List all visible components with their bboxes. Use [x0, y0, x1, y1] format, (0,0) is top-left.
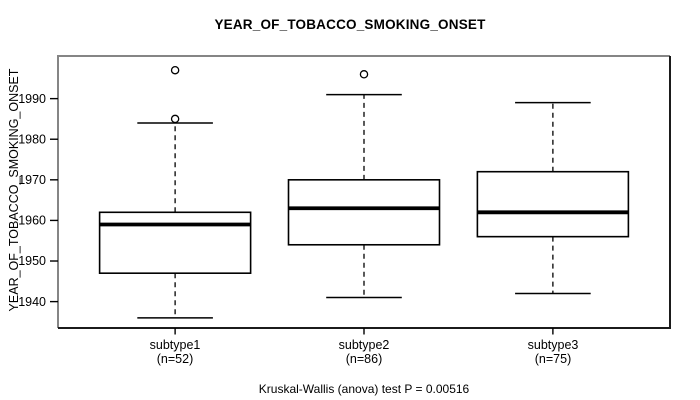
y-tick-label: 1970	[18, 173, 46, 187]
y-tick-label: 1950	[18, 254, 46, 268]
stat-test-caption: Kruskal-Wallis (anova) test P = 0.00516	[258, 382, 470, 396]
y-tick-label: 1960	[18, 214, 46, 228]
iqr-box-subtype3	[476, 170, 630, 238]
plot-frame-bottom-right	[58, 56, 671, 329]
iqr-box-subtype2	[287, 179, 441, 246]
group-label: subtype3	[527, 338, 579, 352]
outlier-point	[359, 70, 369, 79]
y-axis-label: YEAR_OF_TOBACCO_SMOKING_ONSET	[7, 68, 21, 312]
y-tick-label: 1980	[18, 132, 46, 146]
group-n-label: (n=86)	[345, 351, 383, 366]
group-label: subtype2	[338, 338, 390, 352]
x-label-subtype1: subtype1 (n=52)	[110, 338, 240, 366]
outlier-point	[170, 114, 180, 124]
outlier-point	[170, 65, 180, 75]
plot-frame-top-left	[57, 55, 670, 328]
chart-title: YEAR_OF_TOBACCO_SMOKING_ONSET	[214, 17, 486, 32]
group-n-label: (n=52)	[156, 351, 194, 366]
group-n-label: (n=75)	[534, 351, 572, 366]
y-tick-label: 1940	[18, 295, 46, 309]
x-label-subtype3: subtype3 (n=75)	[488, 338, 618, 366]
group-label: subtype1	[149, 338, 201, 352]
y-tick-label: 1990	[18, 92, 46, 106]
x-label-subtype2: subtype2 (n=86)	[299, 338, 429, 366]
iqr-box-subtype1	[98, 211, 252, 274]
